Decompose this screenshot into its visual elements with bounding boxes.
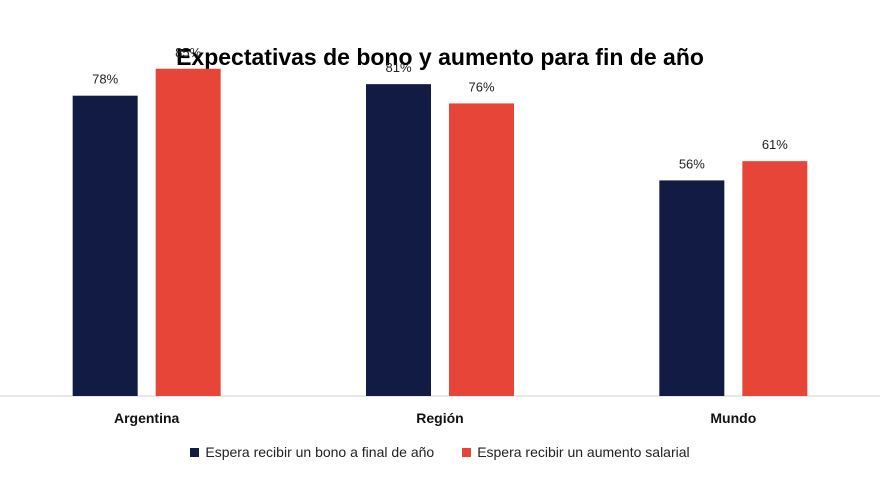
bar-mundo-aumento	[742, 161, 808, 396]
chart-title: Expectativas de bono y aumento para fin …	[176, 44, 704, 70]
bar-argentina-bono	[72, 95, 138, 396]
data-label-argentina-aumento: 85%	[175, 45, 201, 60]
category-label-mundo: Mundo	[710, 410, 756, 426]
category-label-argentina: Argentina	[114, 410, 180, 426]
data-label-región-aumento: 76%	[468, 79, 494, 94]
legend-swatch-aumento	[462, 447, 472, 457]
category-label-región: Región	[416, 410, 463, 426]
bar-mundo-bono	[659, 180, 725, 396]
data-label-mundo-bono: 56%	[679, 156, 705, 171]
data-label-mundo-aumento: 61%	[762, 137, 788, 152]
bar-región-aumento	[449, 103, 514, 397]
data-label-argentina-bono: 78%	[92, 72, 118, 87]
legend-item-aumento: Espera recibir un aumento salarial	[462, 444, 690, 460]
legend-label-aumento: Espera recibir un aumento salarial	[477, 444, 690, 460]
legend-item-bono: Espera recibir un bono a final de año	[190, 444, 434, 460]
data-label-región-bono: 81%	[385, 60, 411, 75]
legend-swatch-bono	[190, 447, 200, 457]
bar-argentina-aumento	[155, 68, 221, 396]
legend: Espera recibir un bono a final de año Es…	[0, 444, 880, 460]
bar-región-bono	[366, 84, 431, 397]
legend-label-bono: Espera recibir un bono a final de año	[205, 444, 435, 460]
